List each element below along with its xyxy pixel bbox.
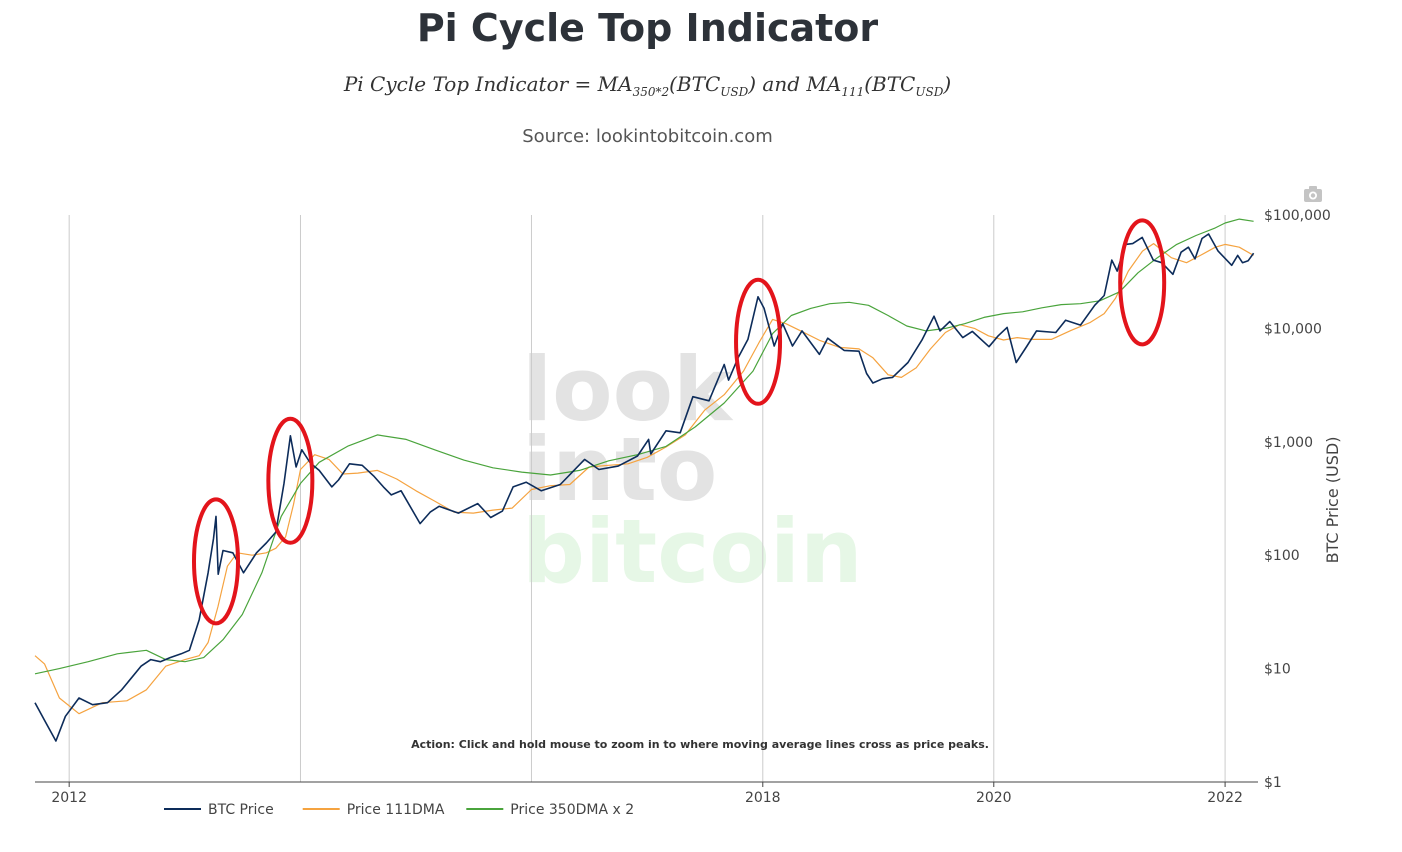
formula-lhs: Pi Cycle Top Indicator = [343,72,598,96]
y-axis-title: BTC Price (USD) [1323,437,1342,564]
legend-label: Price 111DMA [347,802,445,818]
peak-highlight-ellipse [1118,218,1167,347]
camera-icon[interactable] [1304,186,1322,202]
zoom-hint: Action: Click and hold mouse to zoom in … [411,738,989,751]
formula-ma-a: MA [597,72,633,96]
x-tick-label: 2018 [745,790,781,806]
series-line-price-350dma-x-2 [34,218,1254,675]
watermark-bitcoin: bitcoin [522,500,863,603]
x-tick-label: 2012 [51,790,87,806]
formula-close-a: ) [748,72,757,96]
formula-ma-a-sub: 350*2 [632,85,670,99]
peak-highlight-ellipse [266,416,315,545]
legend-label: BTC Price [208,802,274,818]
formula-usd-b: USD [915,85,944,99]
peak-highlight-ellipse [734,277,783,406]
y-axis: $1 $10 $100 $1,000 $10,000 $100,000 [1264,208,1331,791]
source-text: Source: lookintobitcoin.com [522,126,773,147]
x-axis: 2012 2018 2020 2022 [51,782,1243,806]
legend-label: Price 350DMA x 2 [510,802,634,818]
series-line-btc-price [34,233,1255,742]
formula-and: and [756,72,807,96]
formula-btc-a: (BTC [669,72,721,96]
peak-highlights [191,218,1167,626]
formula-btc-b: (BTC [864,72,916,96]
x-tick-label: 2020 [976,790,1012,806]
y-tick-label: $1 [1264,775,1282,791]
y-tick-label: $10,000 [1264,321,1322,337]
y-tick-label: $100,000 [1264,208,1331,224]
y-tick-label: $1,000 [1264,435,1313,451]
y-tick-label: $100 [1264,548,1300,564]
formula-usd-a: USD [720,85,749,99]
formula: Pi Cycle Top Indicator = MA350*2(BTCUSD)… [0,72,1295,99]
y-tick-label: $10 [1264,662,1291,678]
x-tick-label: 2022 [1207,790,1243,806]
legend: BTC Price Price 111DMA Price 350DMA x 2 [164,802,634,818]
peak-highlight-ellipse [191,497,240,626]
series-lines [34,218,1255,742]
x-gridlines [68,215,1226,782]
page-title: Pi Cycle Top Indicator [416,6,879,50]
formula-close-b: ) [943,72,952,96]
watermark: look into bitcoin [522,338,863,603]
formula-ma-b-sub: 111 [841,85,865,99]
series-line-price-111dma [34,243,1254,715]
formula-ma-b: MA [806,72,842,96]
